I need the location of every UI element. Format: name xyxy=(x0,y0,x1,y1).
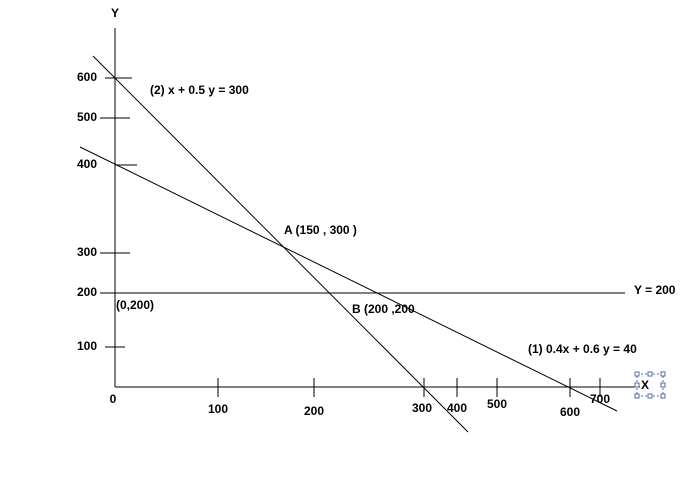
constraint-line-1 xyxy=(79,146,618,412)
selection-handles xyxy=(634,371,666,399)
x-axis-label: X xyxy=(641,378,649,392)
point-label: (0,200) xyxy=(116,298,154,312)
y-tick-label: 600 xyxy=(77,70,97,84)
x-tick-label: 100 xyxy=(208,402,228,416)
x-tick-label: 600 xyxy=(560,405,580,419)
line-label: (1) 0.4x + 0.6 y = 40 xyxy=(528,342,637,356)
y-axis-label: Y xyxy=(111,6,119,20)
line-label: (2) x + 0.5 y = 300 xyxy=(150,83,249,97)
ticks: 600 500 400 300 200 100 100 200 300 400 500 600 700 xyxy=(77,70,610,419)
origin-label: 0 xyxy=(110,392,117,406)
x-tick-label: 200 xyxy=(304,404,324,418)
x-tick-label: 500 xyxy=(487,397,507,411)
x-tick-label: 700 xyxy=(590,392,610,406)
point-label: B (200 ,200 xyxy=(352,302,415,316)
y-tick-label: 500 xyxy=(77,110,97,124)
x-tick-label: 300 xyxy=(412,401,432,415)
y-tick-label: 200 xyxy=(77,285,97,299)
x-tick-label: 400 xyxy=(447,401,467,415)
point-label: A (150 , 300 ) xyxy=(284,223,357,237)
constraint-line-2 xyxy=(92,55,469,433)
y-tick-label: 400 xyxy=(77,157,97,171)
y-tick-label: 300 xyxy=(77,245,97,259)
y-tick-label: 100 xyxy=(77,339,97,353)
line-label: Y = 200 xyxy=(634,283,676,297)
